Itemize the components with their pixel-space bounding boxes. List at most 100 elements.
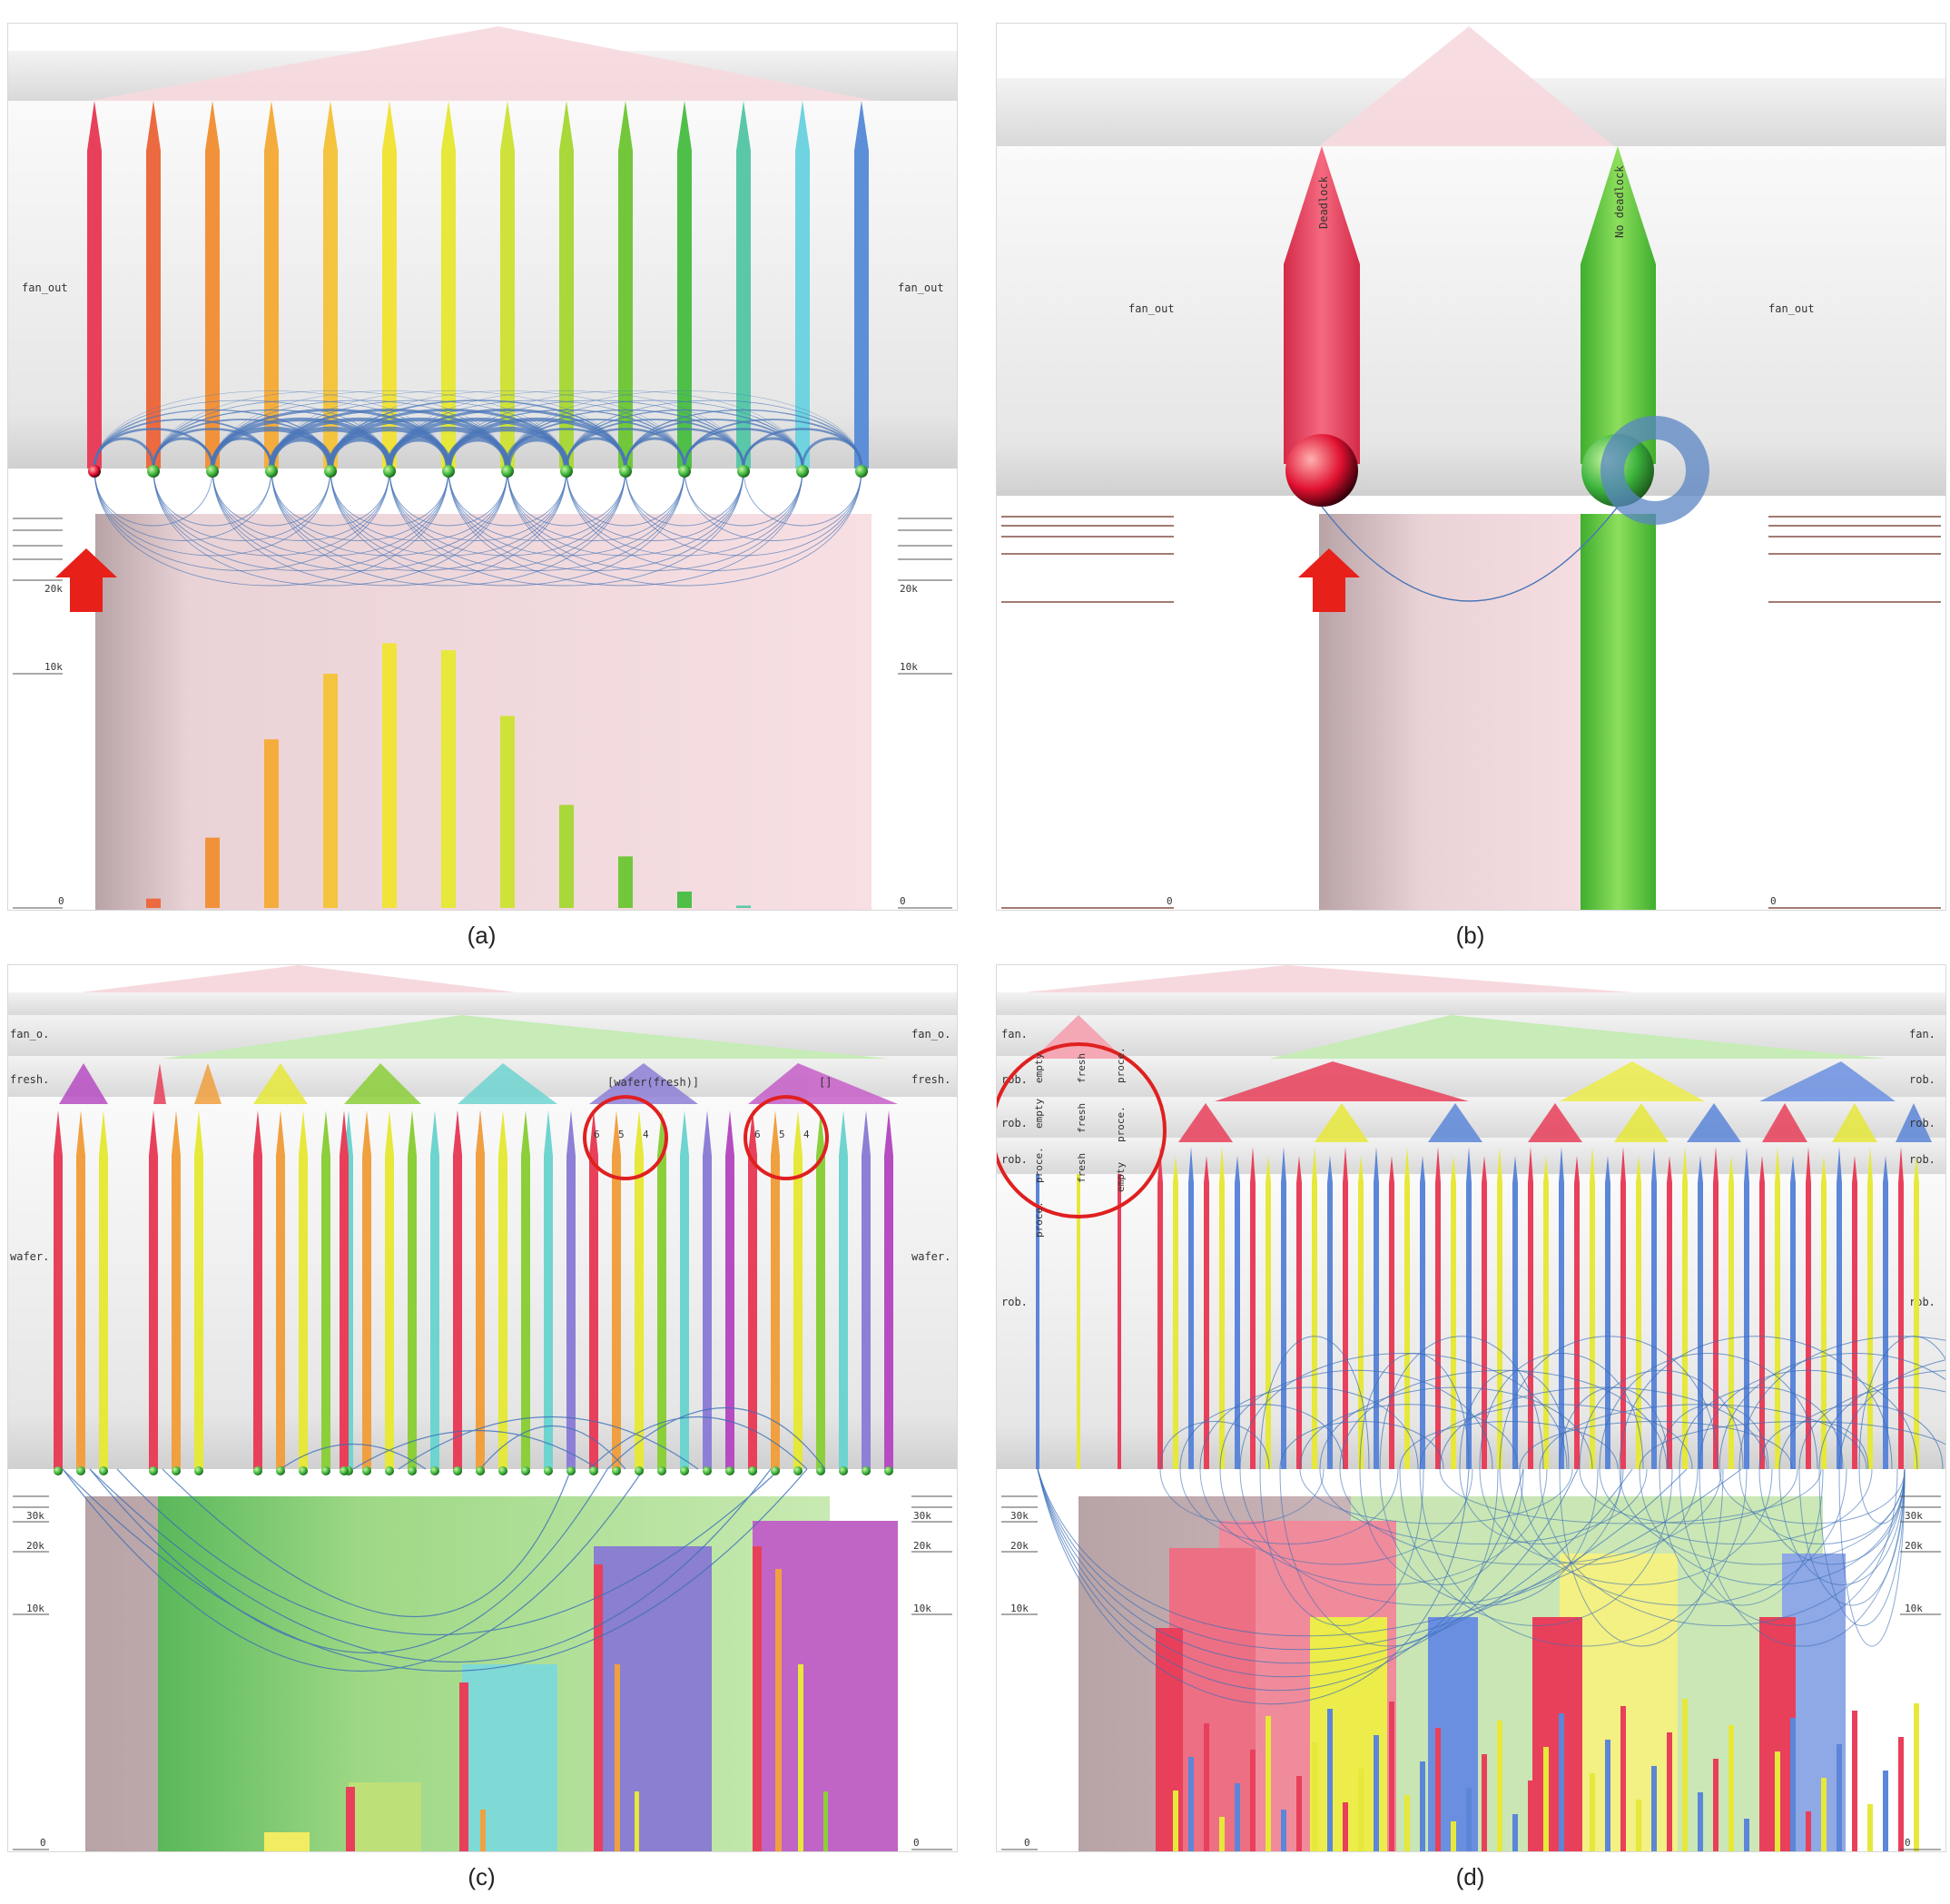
small-bar [1867, 1804, 1873, 1851]
deadlock-label: Deadlock [1317, 175, 1330, 229]
node-spike [87, 101, 102, 469]
node-label-fresh: fresh [1076, 1053, 1088, 1083]
edge-arc [684, 468, 803, 527]
axis-tick-0-left: 0 [1024, 1837, 1030, 1849]
edge-arc [1179, 1468, 1399, 1544]
edge-arc [1758, 1468, 1906, 1565]
node-spikes [87, 101, 869, 469]
node-spike [172, 1110, 181, 1469]
edge-arc [1719, 1353, 1945, 1470]
node-ball [566, 1466, 576, 1475]
edge-arc [389, 468, 508, 527]
node-spike [657, 1110, 666, 1469]
node-spike [1036, 1174, 1039, 1469]
edge-arc [1519, 1468, 1847, 1606]
small-bar [1343, 1802, 1348, 1851]
node-spike [795, 101, 810, 469]
node-spike [559, 101, 574, 469]
lime-bar [349, 1782, 421, 1851]
edge-arc [1037, 1468, 1633, 1664]
node-spike [1497, 1147, 1502, 1469]
edge-arc [1037, 1468, 1470, 1705]
edge-arc [1359, 1353, 1470, 1470]
node-ball [172, 1466, 181, 1475]
node-ball [816, 1466, 825, 1475]
axis-tick-30k-left: 30k [26, 1510, 44, 1522]
edge-arc [1399, 1421, 1619, 1470]
panel-b-visualization: fan_out fan_out Deadlock No deadlock 0 0 [997, 26, 1945, 910]
small-bar [1420, 1761, 1425, 1851]
caption-d: (d) [1455, 1863, 1485, 1890]
hierarchy-label-rob-left: rob. [1001, 1296, 1028, 1308]
node-spike [1590, 1147, 1595, 1469]
axis-tick-30k-left: 30k [1010, 1510, 1029, 1522]
node-spike [566, 1110, 576, 1469]
edge-arcs [62, 1406, 826, 1672]
edge-arc [271, 468, 567, 571]
edge-arc [448, 468, 626, 541]
edge-arc [1798, 1468, 1906, 1606]
node-balls [54, 1466, 893, 1475]
node-label-fresh: fresh [1076, 1103, 1088, 1133]
node-spike [1821, 1156, 1827, 1469]
node-ball [408, 1466, 417, 1475]
edge-arc [1199, 1386, 1419, 1470]
root-node-triangle [1024, 965, 1632, 992]
small-bar [1852, 1711, 1857, 1851]
edge-arc [153, 468, 272, 527]
panel-b: fan_out fan_out Deadlock No deadlock 0 0 [996, 23, 1946, 911]
edge-arc [448, 468, 744, 571]
node-spike [253, 1110, 262, 1469]
small-bar [1281, 1810, 1286, 1851]
edge-arc [1219, 1468, 1548, 1585]
hierarchy-label-left: fan_out [1128, 302, 1175, 315]
edge-arc [1679, 1468, 1898, 1626]
edge-arc [1479, 1353, 1644, 1470]
small-bar [1636, 1800, 1641, 1851]
histogram-bar [618, 856, 633, 908]
edge-arc [1299, 1404, 1519, 1470]
node-spike [1651, 1147, 1657, 1469]
deadlock-node-ball [1285, 434, 1358, 507]
node-spike [1343, 1147, 1348, 1469]
highlight-circle [997, 1042, 1167, 1218]
small-bar [1790, 1718, 1796, 1851]
edge-arc [625, 468, 862, 557]
small-bar [1327, 1709, 1333, 1851]
node-spike [1559, 1147, 1564, 1469]
hierarchy-label-rob-right: rob. [1909, 1153, 1935, 1166]
edge-arc [389, 468, 567, 541]
axis-tick-20k-left: 20k [1010, 1540, 1029, 1552]
small-bars [1157, 1699, 1919, 1851]
circled-number: 4 [643, 1129, 649, 1140]
edge-arc [1439, 1386, 1768, 1470]
no-deadlock-spike [1581, 146, 1656, 464]
edge-arc [1758, 1421, 1869, 1470]
node-spike [430, 1110, 439, 1469]
small-bar [1590, 1773, 1595, 1851]
edge-arc [153, 468, 449, 571]
axis-tick-0-right: 0 [900, 895, 906, 907]
node-ball [635, 1466, 644, 1475]
edge-arc [1699, 1468, 1906, 1647]
edge-arc [389, 468, 626, 557]
edge-arc [1279, 1468, 1499, 1647]
node-ball [76, 1466, 85, 1475]
histogram-bar [559, 804, 574, 908]
node-ball [678, 465, 691, 478]
highlight-circle [744, 1095, 829, 1180]
small-bar [1358, 1769, 1364, 1851]
red-arrow-icon [1298, 548, 1360, 612]
node-spike [149, 1110, 158, 1469]
node-spike [321, 1110, 330, 1469]
node-spike [498, 1110, 507, 1469]
hierarchy-label-rob-right: rob. [1909, 1073, 1935, 1086]
node-spike [205, 101, 220, 469]
edge-arc [1459, 1369, 1570, 1470]
axis-lines [13, 1495, 952, 1850]
edge-arc [94, 468, 449, 587]
axis-tick-10k-left: 10k [26, 1603, 44, 1614]
histogram-bar [146, 898, 161, 908]
edge-arc [1299, 1468, 1573, 1524]
node-spike [194, 1110, 203, 1469]
